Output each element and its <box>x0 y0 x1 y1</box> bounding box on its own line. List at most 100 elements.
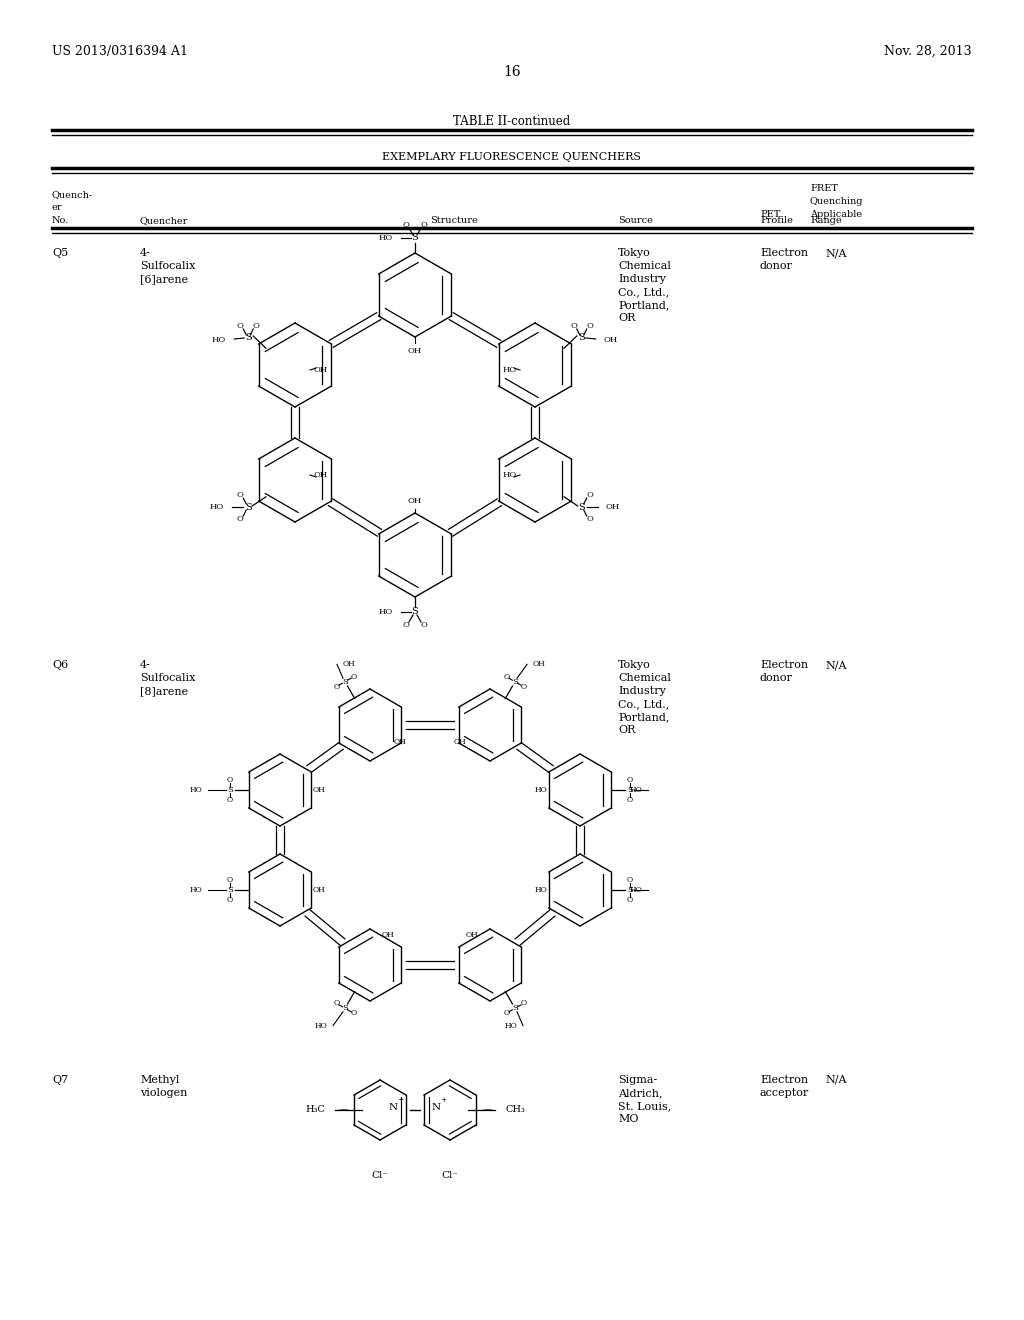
Text: OH: OH <box>394 738 407 747</box>
Text: Electron: Electron <box>760 660 808 671</box>
Text: O: O <box>253 322 260 330</box>
Text: St. Louis,: St. Louis, <box>618 1101 672 1111</box>
Text: O: O <box>350 673 356 681</box>
Text: HO: HO <box>630 886 642 894</box>
Text: 4-: 4- <box>140 660 151 671</box>
Text: O: O <box>402 620 410 630</box>
Text: S: S <box>512 677 518 685</box>
Text: S: S <box>579 503 585 511</box>
Text: Tokyo: Tokyo <box>618 248 650 257</box>
Text: Profile: Profile <box>760 216 793 224</box>
Text: US 2013/0316394 A1: US 2013/0316394 A1 <box>52 45 188 58</box>
Text: Co., Ltd.,: Co., Ltd., <box>618 700 670 709</box>
Text: OH: OH <box>606 503 620 511</box>
Text: Nov. 28, 2013: Nov. 28, 2013 <box>885 45 972 58</box>
Text: OH: OH <box>343 660 355 668</box>
Text: O: O <box>503 1010 509 1018</box>
Text: Industry: Industry <box>618 275 666 284</box>
Text: OH: OH <box>408 347 422 355</box>
Text: OH: OH <box>312 886 326 894</box>
Text: —: — <box>482 1106 492 1114</box>
Text: S: S <box>512 1005 518 1012</box>
Text: O: O <box>402 220 410 228</box>
Text: O: O <box>627 796 633 804</box>
Text: S: S <box>412 234 419 243</box>
Text: FRET: FRET <box>810 183 838 193</box>
Text: viologen: viologen <box>140 1088 187 1098</box>
Text: OR: OR <box>618 313 635 323</box>
Text: O: O <box>570 322 578 330</box>
Text: O: O <box>421 220 427 228</box>
Text: S: S <box>627 886 633 894</box>
Text: Methyl: Methyl <box>140 1074 179 1085</box>
Text: +: + <box>440 1096 446 1104</box>
Text: TABLE II-continued: TABLE II-continued <box>454 115 570 128</box>
Text: [8]arene: [8]arene <box>140 686 188 696</box>
Text: O: O <box>350 1010 356 1018</box>
Text: OH: OH <box>454 738 466 747</box>
Text: 16: 16 <box>503 65 521 79</box>
Text: HO: HO <box>212 337 226 345</box>
Text: Q6: Q6 <box>52 660 69 671</box>
Text: Co., Ltd.,: Co., Ltd., <box>618 286 670 297</box>
Text: Sulfocalix: Sulfocalix <box>140 261 196 271</box>
Text: Quenching: Quenching <box>810 197 863 206</box>
Text: 4-: 4- <box>140 248 151 257</box>
Text: Industry: Industry <box>618 686 666 696</box>
Text: N: N <box>389 1102 398 1111</box>
Text: HO: HO <box>379 234 393 242</box>
Text: HO: HO <box>189 886 202 894</box>
Text: HO: HO <box>379 609 393 616</box>
Text: O: O <box>587 322 593 330</box>
Text: Source: Source <box>618 216 653 224</box>
Text: MO: MO <box>618 1114 639 1125</box>
Text: +: + <box>397 1096 403 1104</box>
Text: Applicable: Applicable <box>810 210 862 219</box>
Text: er: er <box>52 203 62 213</box>
Text: Quench-: Quench- <box>52 190 93 199</box>
Text: H₃C: H₃C <box>305 1106 325 1114</box>
Text: donor: donor <box>760 261 793 271</box>
Text: OH: OH <box>312 785 326 795</box>
Text: Portland,: Portland, <box>618 711 670 722</box>
Text: HO: HO <box>210 503 224 511</box>
Text: S: S <box>342 1005 348 1012</box>
Text: OH: OH <box>534 660 546 668</box>
Text: HO: HO <box>503 471 517 479</box>
Text: Cl⁻: Cl⁻ <box>372 1171 388 1180</box>
Text: S: S <box>342 677 348 685</box>
Text: HO: HO <box>504 1022 517 1030</box>
Text: OH: OH <box>604 337 618 345</box>
Text: —: — <box>338 1106 348 1114</box>
Text: Chemical: Chemical <box>618 673 671 682</box>
Text: O: O <box>227 896 233 904</box>
Text: Structure: Structure <box>430 216 478 224</box>
Text: OH: OH <box>408 498 422 506</box>
Text: Q5: Q5 <box>52 248 69 257</box>
Text: HO: HO <box>535 785 548 795</box>
Text: Sigma-: Sigma- <box>618 1074 657 1085</box>
Text: O: O <box>421 620 427 630</box>
Text: Q7: Q7 <box>52 1074 69 1085</box>
Text: S: S <box>227 785 232 795</box>
Text: O: O <box>237 491 244 499</box>
Text: N: N <box>432 1102 441 1111</box>
Text: CH₃: CH₃ <box>505 1106 525 1114</box>
Text: O: O <box>627 896 633 904</box>
Text: Chemical: Chemical <box>618 261 671 271</box>
Text: O: O <box>627 876 633 884</box>
Text: acceptor: acceptor <box>760 1088 809 1098</box>
Text: O: O <box>503 673 509 681</box>
Text: OH: OH <box>381 931 394 939</box>
Text: S: S <box>579 334 585 342</box>
Text: Tokyo: Tokyo <box>618 660 650 671</box>
Text: Portland,: Portland, <box>618 300 670 310</box>
Text: Aldrich,: Aldrich, <box>618 1088 663 1098</box>
Text: donor: donor <box>760 673 793 682</box>
Text: O: O <box>227 776 233 784</box>
Text: S: S <box>245 334 252 342</box>
Text: HO: HO <box>503 366 517 374</box>
Text: [6]arene: [6]arene <box>140 275 188 284</box>
Text: N/A: N/A <box>825 1074 847 1085</box>
Text: OH: OH <box>313 471 328 479</box>
